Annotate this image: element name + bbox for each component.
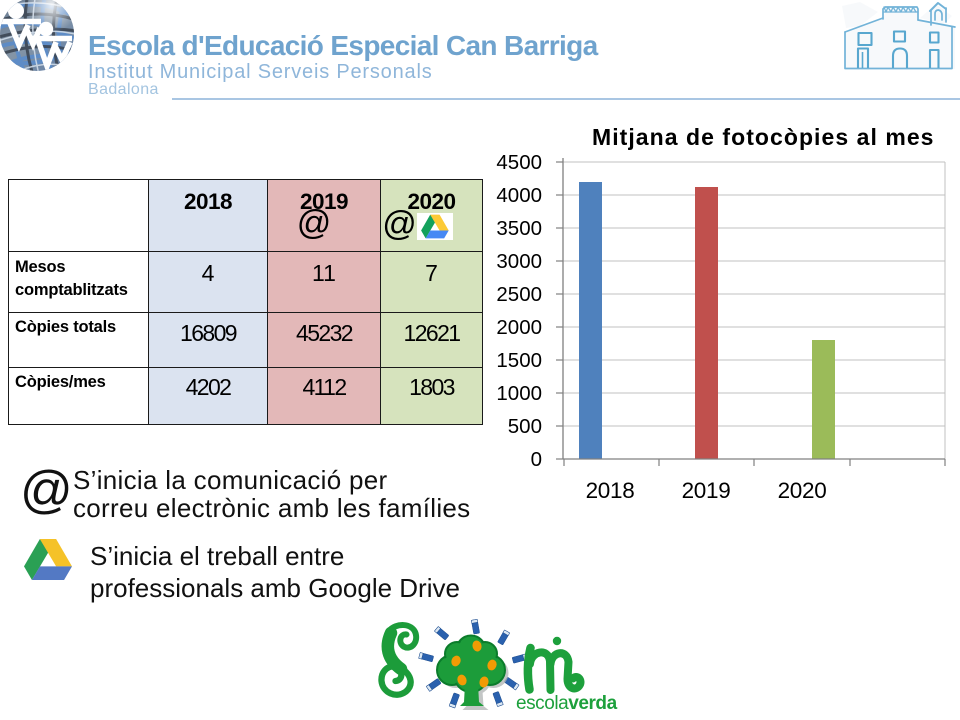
svg-text:escolaverda: escolaverda [516,693,618,714]
svg-text:4000: 4000 [496,184,542,207]
svg-text:500: 500 [508,415,542,438]
svg-text:2500: 2500 [496,283,542,306]
svg-text:0: 0 [531,448,542,471]
svg-text:1000: 1000 [496,382,542,405]
svg-text:4500: 4500 [496,151,542,174]
svg-text:1500: 1500 [496,349,542,372]
svg-text:3000: 3000 [496,250,542,273]
svg-text:2019: 2019 [682,478,731,503]
svg-text:2018: 2018 [586,478,635,503]
svg-text:2020: 2020 [778,478,827,503]
svg-text:3500: 3500 [496,217,542,240]
svg-text:2000: 2000 [496,316,542,339]
